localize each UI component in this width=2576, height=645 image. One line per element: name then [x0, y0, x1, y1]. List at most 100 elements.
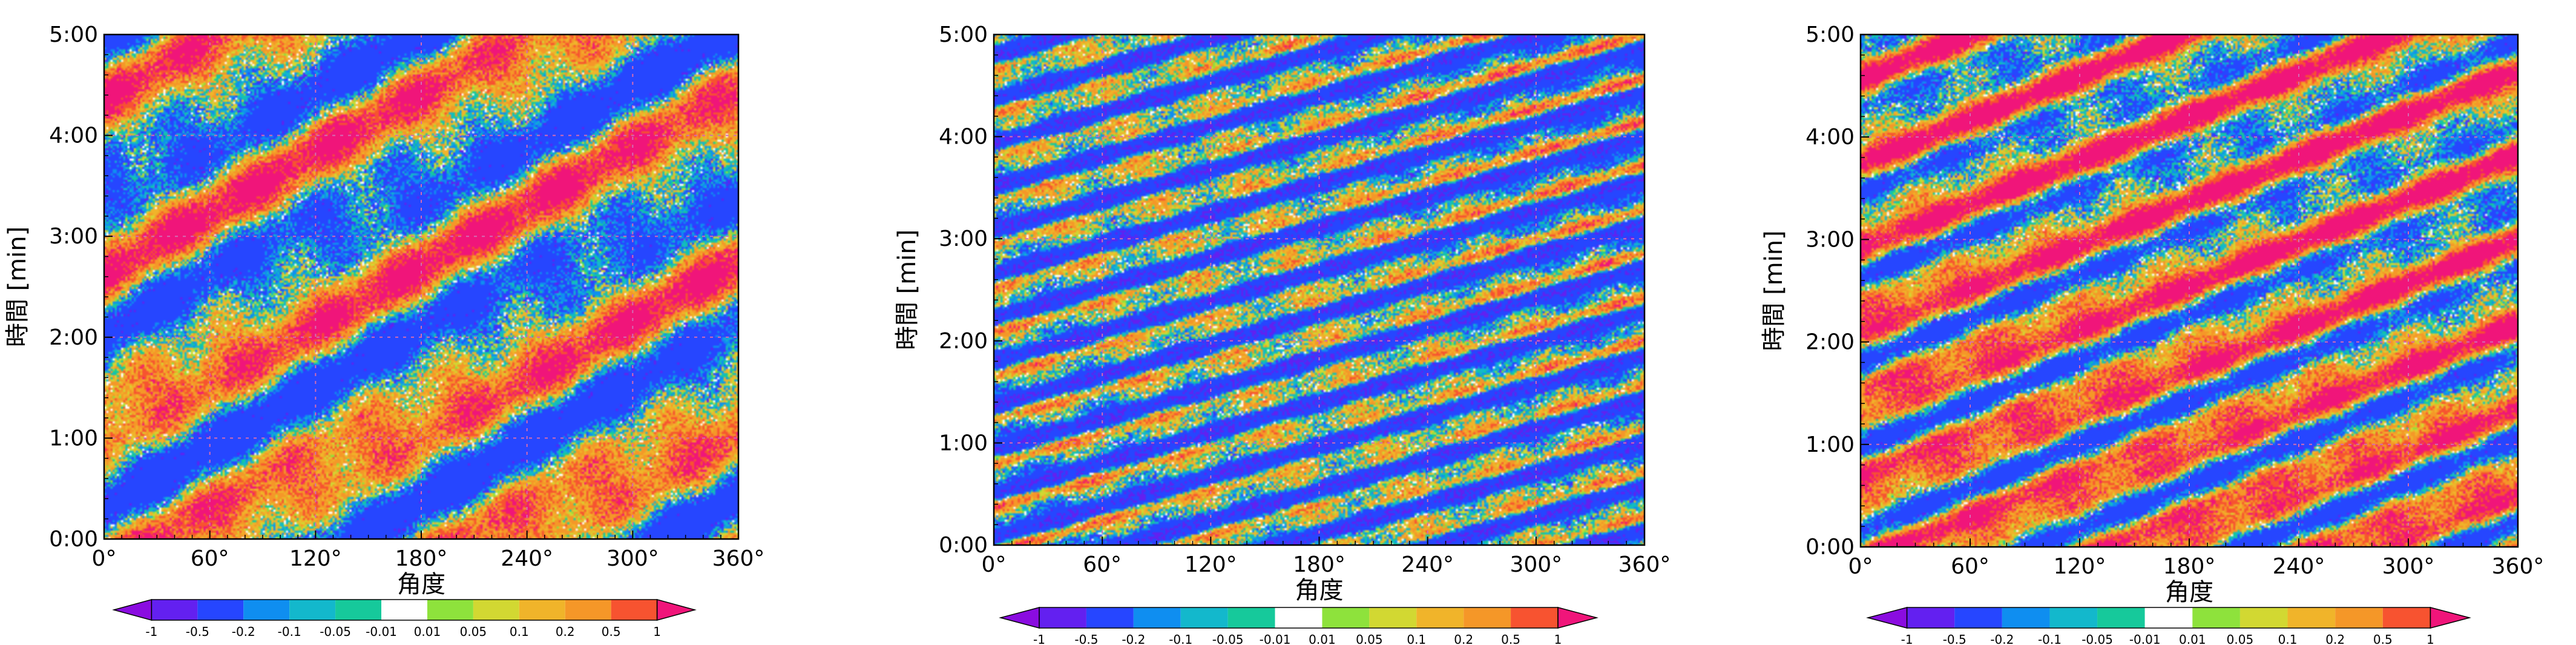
- x-axis-label: 角度: [397, 571, 445, 598]
- colorbar-tick-label: -1: [1901, 632, 1913, 645]
- colorbar-segment: [289, 600, 336, 620]
- colorbar-tick-label: 0.1: [510, 624, 529, 639]
- y-tick-label: 0:00: [49, 527, 98, 552]
- colorbar-segment: [473, 600, 519, 620]
- colorbar-tick-label: 0.01: [1309, 632, 1336, 645]
- y-tick-label: 5:00: [49, 22, 98, 47]
- colorbar-tick-label: -1: [1033, 632, 1045, 645]
- y-tick-label: 5:00: [939, 22, 988, 47]
- colorbar-tick-label: -0.1: [1169, 632, 1192, 645]
- y-tick-label: 5:00: [1806, 22, 1855, 47]
- y-tick-label: 1:00: [1806, 432, 1855, 457]
- colorbar-segment: [427, 600, 473, 620]
- colorbar-segment: [2097, 607, 2145, 628]
- colorbar-tick-label: -0.5: [1074, 632, 1098, 645]
- colorbar-tick-label: 0.05: [2227, 632, 2254, 645]
- y-tick-label: 3:00: [939, 227, 988, 251]
- colorbar-tick-label: -0.1: [2038, 632, 2062, 645]
- x-tick-label: 60°: [191, 546, 229, 571]
- x-tick-label: 120°: [2054, 554, 2106, 579]
- y-tick-label: 0:00: [1806, 535, 1855, 560]
- heatmap-chart-3: 0° 60° 120° 180° 240° 300° 360° 0:00 1:00 2:00 3:0…: [1760, 22, 2545, 645]
- colorbar-segment: [381, 600, 427, 620]
- colorbar-tick-label: 0.01: [2179, 632, 2206, 645]
- x-tick-label: 180°: [1293, 552, 1346, 577]
- colorbar-segment: [151, 600, 198, 620]
- colorbar-segment: [1369, 607, 1417, 628]
- colorbar-tick-label: 0.2: [1454, 632, 1473, 645]
- chart-panel-1: 0° 60° 120° 180° 240° 300° 360° 0:00 1:00 2:00 3:0…: [0, 0, 858, 645]
- colorbar-tick-label: -0.01: [1260, 632, 1291, 645]
- colorbar-segment: [1511, 607, 1558, 628]
- colorbar-extend-max: [2430, 607, 2471, 629]
- colorbar-extend-min: [999, 607, 1040, 629]
- y-tick-label: 4:00: [49, 124, 98, 148]
- chart-panel-2: 0° 60° 120° 180° 240° 300° 360° 0:00 1:00 2:00 3:0…: [858, 0, 1717, 645]
- colorbar-tick-label: 1: [2426, 632, 2434, 645]
- colorbar-tick-label: -0.2: [232, 624, 255, 639]
- y-tick-label: 0:00: [939, 533, 988, 558]
- colorbar-tick-label: 0.1: [2278, 632, 2298, 645]
- colorbar-tick-label: 1: [653, 624, 661, 639]
- colorbar-segment: [1464, 607, 1511, 628]
- heatmap-chart-2: 0° 60° 120° 180° 240° 300° 360° 0:00 1:00 2:00 3:0…: [893, 22, 1671, 645]
- colorbar-segment: [1086, 607, 1134, 628]
- colorbar-segment: [565, 600, 611, 620]
- colorbar-tick-label: -0.01: [2129, 632, 2161, 645]
- colorbar-tick-label: -0.2: [1990, 632, 2014, 645]
- colorbar-segment: [1180, 607, 1228, 628]
- colorbar-segment: [2335, 607, 2383, 628]
- colorbar: -1 -0.5 -0.2 -0.1 -0.05 -0.01 0.01 0.05 0.1 0.2 0.…: [1866, 607, 2471, 645]
- x-tick-label: 120°: [289, 546, 342, 571]
- x-tick-label: 240°: [2273, 554, 2325, 579]
- y-tick-label: 4:00: [1806, 125, 1855, 150]
- colorbar: -1 -0.5 -0.2 -0.1 -0.05 -0.01 0.01 0.05 0.1 0.2 0.…: [999, 607, 1598, 645]
- x-tick-label: 0°: [1848, 554, 1873, 579]
- colorbar-frame: [1906, 607, 2431, 629]
- colorbar-frame: [1039, 607, 1559, 629]
- x-tick-label: 0°: [92, 546, 117, 571]
- y-tick-label: 3:00: [49, 224, 98, 249]
- colorbar-segment: [1133, 607, 1181, 628]
- colorbar-segment: [2382, 607, 2431, 628]
- x-tick-label: 240°: [1401, 552, 1454, 577]
- colorbar-segment: [2192, 607, 2240, 628]
- colorbar-extend-max: [1557, 607, 1598, 629]
- colorbar-segment: [611, 600, 657, 620]
- colorbar-extend-min: [112, 599, 153, 621]
- colorbar-segment: [1039, 607, 1086, 628]
- colorbar-segment: [335, 600, 382, 620]
- x-tick-label: 240°: [501, 546, 553, 571]
- colorbar-tick-label: 0.2: [2325, 632, 2345, 645]
- colorbar: -1 -0.5 -0.2 -0.1 -0.05 -0.01 0.01 0.05 0.1 0.2 0.…: [112, 599, 697, 639]
- y-axis-label: 時間 [min]: [4, 227, 31, 347]
- colorbar-tick-label: -0.1: [278, 624, 301, 639]
- y-tick-label: 3:00: [1806, 227, 1855, 252]
- x-axis-label: 角度: [2165, 578, 2213, 606]
- x-tick-label: 360°: [712, 546, 765, 571]
- colorbar-segment: [1227, 607, 1275, 628]
- chart-panel-3: 0° 60° 120° 180° 240° 300° 360° 0:00 1:00 2:00 3:0…: [1718, 0, 2576, 645]
- colorbar-tick-label: 0.5: [602, 624, 621, 639]
- colorbar-tick-label: 0.05: [1356, 632, 1383, 645]
- colorbar-tick-label: 0.5: [2373, 632, 2393, 645]
- colorbar-tick-label: -0.05: [1212, 632, 1244, 645]
- colorbar-segment: [197, 600, 244, 620]
- x-tick-label: 360°: [1618, 552, 1671, 577]
- x-tick-label: 360°: [2492, 554, 2545, 579]
- colorbar-segment: [2287, 607, 2336, 628]
- colorbar-segment: [2049, 607, 2098, 628]
- colorbar-segment: [1954, 607, 2002, 628]
- colorbar-segment: [1907, 607, 1955, 628]
- colorbar-tick-label: -0.01: [366, 624, 397, 639]
- x-tick-label: 180°: [2163, 554, 2216, 579]
- colorbar-tick-label: -0.5: [186, 624, 209, 639]
- colorbar-tick-label: 0.5: [1501, 632, 1520, 645]
- colorbar-tick-label: 0.05: [460, 624, 487, 639]
- y-tick-label: 2:00: [939, 329, 988, 354]
- colorbar-segment: [243, 600, 290, 620]
- colorbar-tick-label: 0.1: [1407, 632, 1426, 645]
- heatmap-chart-1: 0° 60° 120° 180° 240° 300° 360° 0:00 1:00 2:00 3:0…: [4, 22, 765, 639]
- y-tick-label: 2:00: [1806, 330, 1855, 355]
- x-tick-label: 120°: [1184, 552, 1237, 577]
